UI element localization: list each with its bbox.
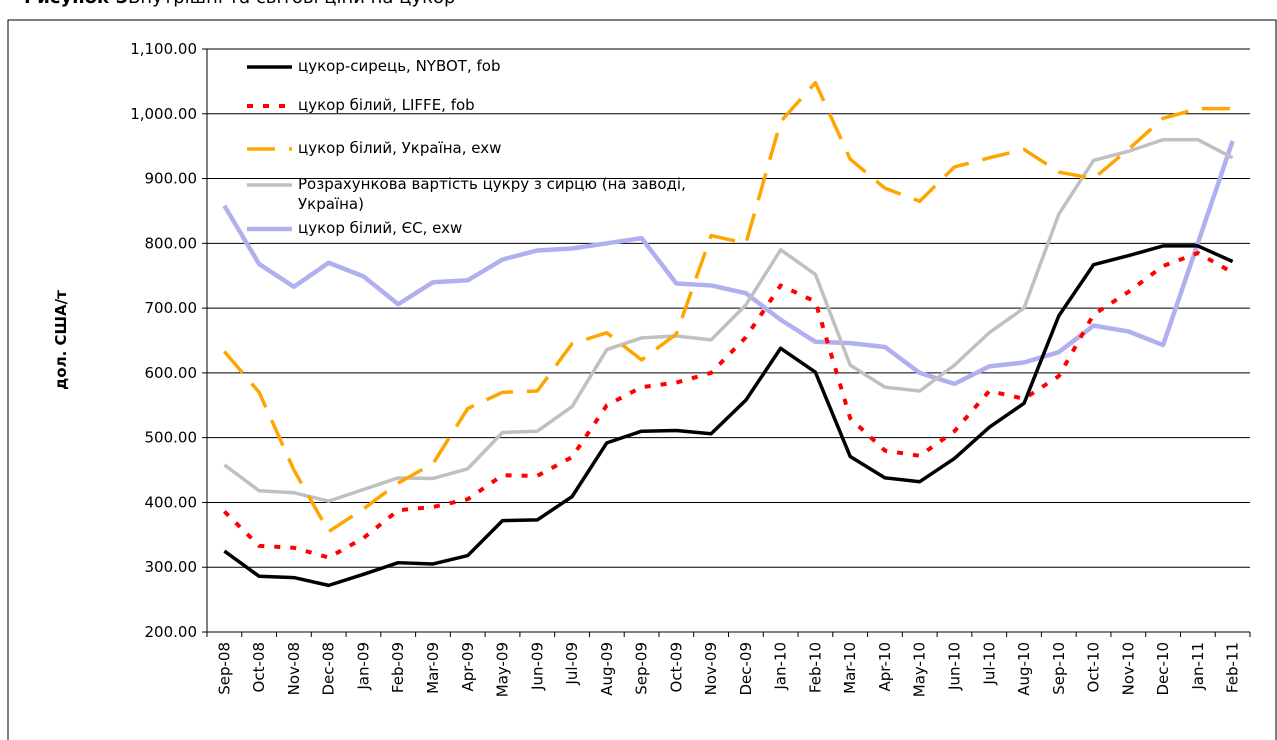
x-tick-label: Sep-08 bbox=[215, 642, 233, 695]
y-tick-label: 200.00 bbox=[145, 623, 198, 641]
x-tick-label: Apr-10 bbox=[876, 642, 894, 692]
x-tick-label: Dec-10 bbox=[1154, 642, 1172, 696]
legend-label: цукор білий, ЄС, exw bbox=[298, 219, 463, 237]
x-tick-label: Nov-09 bbox=[702, 642, 720, 695]
x-tick-label: Dec-09 bbox=[737, 642, 755, 696]
legend-entry: цукор білий, Україна, exw bbox=[298, 139, 502, 157]
series-line bbox=[223, 80, 1233, 534]
series-line bbox=[223, 244, 1234, 588]
y-tick-label: 300.00 bbox=[145, 558, 198, 576]
chart-title: Рисунок 5 bbox=[24, 0, 128, 8]
legend-label: цукор-сирець, NYBOT, fob bbox=[298, 57, 501, 75]
legend-entry: цукор білий, ЄС, exw bbox=[298, 219, 463, 237]
series-line bbox=[223, 137, 1234, 503]
x-tick-label: Mar-10 bbox=[841, 642, 859, 694]
legend-label: цукор білий, LIFFE, fob bbox=[298, 96, 475, 114]
x-tick-label: May-09 bbox=[494, 642, 512, 697]
y-tick-label: 400.00 bbox=[145, 493, 198, 511]
x-tick-label: Feb-11 bbox=[1224, 642, 1242, 693]
x-tick-label: Aug-09 bbox=[598, 642, 616, 696]
series-line bbox=[222, 251, 1234, 560]
y-axis-label: дол. США/т bbox=[52, 290, 70, 390]
y-tick-label: 700.00 bbox=[145, 299, 198, 317]
x-tick-label: Jul-10 bbox=[980, 642, 998, 686]
x-tick-label: Sep-10 bbox=[1050, 642, 1068, 695]
x-tick-label: Sep-09 bbox=[633, 642, 651, 695]
x-tick-label: Oct-08 bbox=[250, 642, 268, 692]
x-tick-label: Aug-10 bbox=[1015, 642, 1033, 696]
chart-frame bbox=[7, 19, 1277, 740]
x-tick-label: Feb-10 bbox=[806, 642, 824, 693]
x-tick-label: Jun-10 bbox=[945, 642, 963, 691]
x-tick-label: Feb-09 bbox=[389, 642, 407, 693]
legend-label: цукор білий, Україна, exw bbox=[298, 139, 502, 157]
legend-label: Розрахункова вартість цукру з сирцю (на … bbox=[298, 175, 686, 213]
x-tick-label: Oct-09 bbox=[667, 642, 685, 692]
legend-entry: цукор-сирець, NYBOT, fob bbox=[298, 57, 501, 75]
x-tick-label: Nov-08 bbox=[285, 642, 303, 695]
x-tick-label: Nov-10 bbox=[1119, 642, 1137, 695]
y-tick-label: 800.00 bbox=[145, 234, 198, 252]
x-tick-label: Jun-09 bbox=[528, 642, 546, 691]
x-tick-label: Dec-08 bbox=[320, 642, 338, 696]
x-tick-label: Jan-10 bbox=[772, 642, 790, 691]
y-tick-label: 1,100.00 bbox=[130, 40, 197, 58]
y-tick-label: 1,000.00 bbox=[130, 105, 197, 123]
x-tick-label: Oct-10 bbox=[1085, 642, 1103, 692]
y-tick-label: 600.00 bbox=[145, 364, 198, 382]
y-tick-label: 900.00 bbox=[145, 170, 198, 188]
x-tick-label: May-10 bbox=[911, 642, 929, 697]
x-tick-label: Apr-09 bbox=[459, 642, 477, 692]
y-tick-label: 500.00 bbox=[145, 429, 198, 447]
x-tick-label: Jan-09 bbox=[354, 642, 372, 691]
chart-subtitle: Внутрішні та світові ціни на цукор bbox=[128, 0, 455, 8]
x-tick-label: Jul-09 bbox=[563, 642, 581, 686]
legend-entry: Розрахункова вартість цукру з сирцю (на … bbox=[298, 175, 686, 213]
x-tick-label: Jan-11 bbox=[1189, 642, 1207, 691]
legend-entry: цукор білий, LIFFE, fob bbox=[298, 96, 475, 114]
x-tick-label: Mar-09 bbox=[424, 642, 442, 694]
series-line bbox=[222, 140, 1235, 387]
